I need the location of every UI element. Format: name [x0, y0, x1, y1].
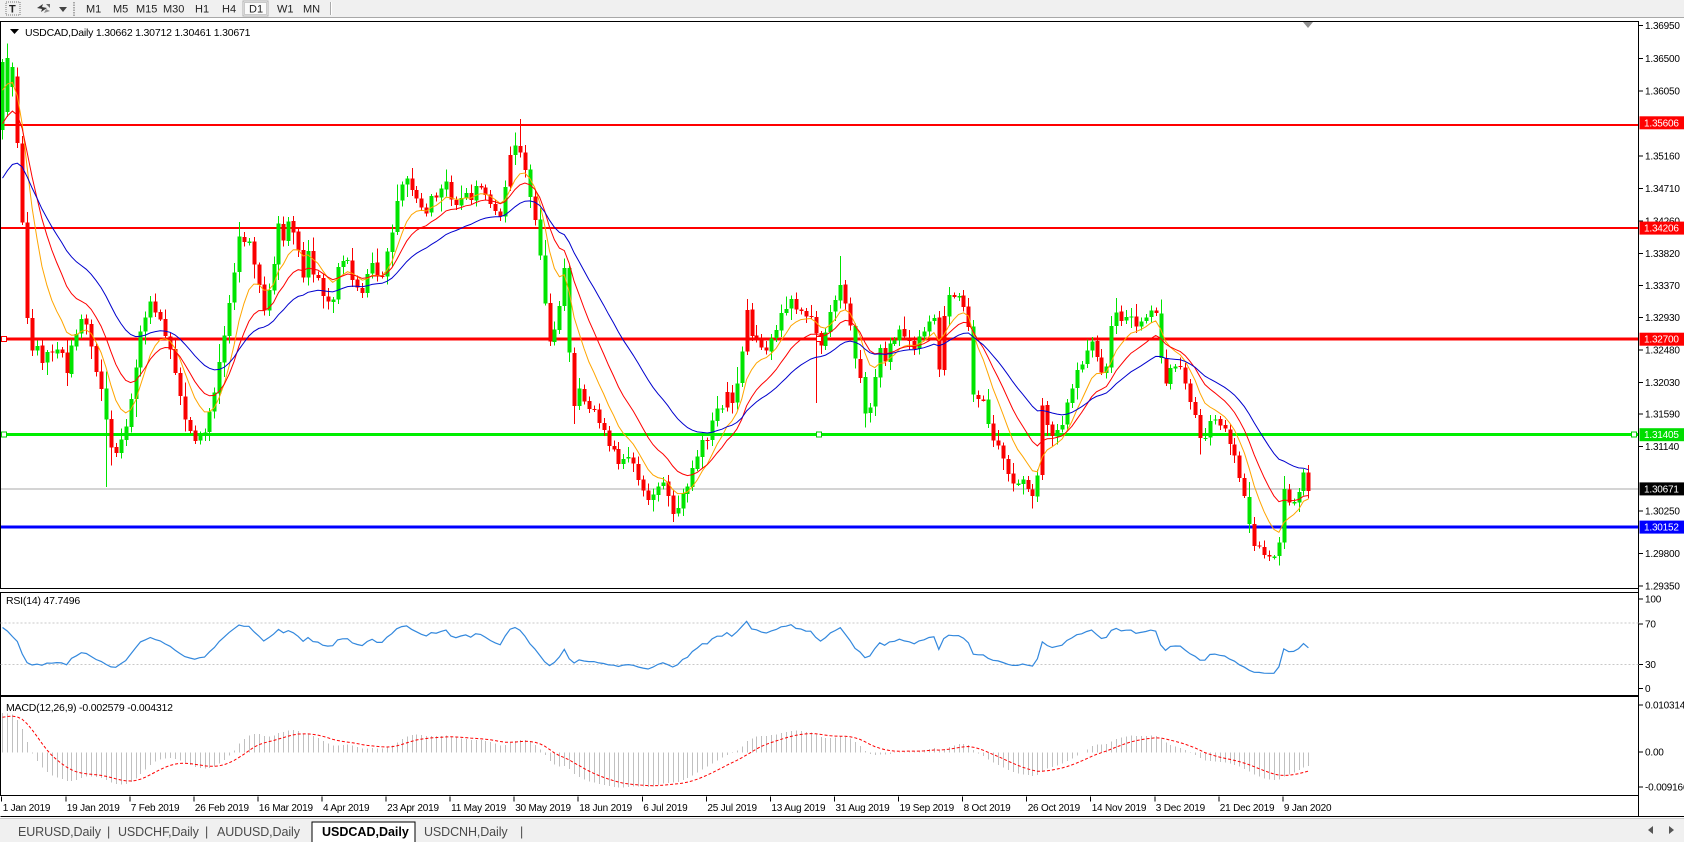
svg-text:26 Feb 2019: 26 Feb 2019	[195, 803, 250, 814]
svg-text:9 Jan 2020: 9 Jan 2020	[1284, 803, 1332, 814]
svg-text:1.35160: 1.35160	[1645, 151, 1680, 162]
svg-text:23 Apr 2019: 23 Apr 2019	[387, 803, 439, 814]
svg-text:RSI(14) 47.7496: RSI(14) 47.7496	[6, 595, 80, 607]
svg-text:70: 70	[1645, 620, 1656, 631]
svg-text:EURUSD,Daily: EURUSD,Daily	[18, 825, 102, 839]
svg-text:6 Jul 2019: 6 Jul 2019	[643, 803, 688, 814]
svg-text:14 Nov 2019: 14 Nov 2019	[1092, 803, 1147, 814]
svg-text:13 Aug 2019: 13 Aug 2019	[771, 803, 826, 814]
svg-text:7 Feb 2019: 7 Feb 2019	[131, 803, 180, 814]
svg-text:|: |	[205, 825, 208, 839]
svg-text:MACD(12,26,9) -0.002579 -0.004: MACD(12,26,9) -0.002579 -0.004312	[6, 702, 173, 714]
svg-text:D1: D1	[249, 4, 263, 16]
svg-text:1.32930: 1.32930	[1645, 313, 1680, 324]
svg-text:|: |	[107, 825, 110, 839]
svg-text:21 Dec 2019: 21 Dec 2019	[1220, 803, 1275, 814]
svg-text:1.36950: 1.36950	[1645, 21, 1680, 32]
svg-text:M5: M5	[113, 4, 128, 16]
svg-text:1.34710: 1.34710	[1645, 184, 1680, 195]
svg-text:19 Sep 2019: 19 Sep 2019	[900, 803, 955, 814]
svg-text:26 Oct 2019: 26 Oct 2019	[1028, 803, 1081, 814]
svg-text:0.010314: 0.010314	[1645, 701, 1684, 712]
svg-text:|: |	[520, 825, 523, 839]
svg-text:M1: M1	[86, 4, 101, 16]
svg-text:25 Jul 2019: 25 Jul 2019	[707, 803, 757, 814]
svg-text:1.33820: 1.33820	[1645, 249, 1680, 260]
svg-text:0: 0	[1645, 684, 1651, 695]
svg-text:USDCNH,Daily: USDCNH,Daily	[424, 825, 508, 839]
svg-text:1.34206: 1.34206	[1644, 224, 1679, 235]
svg-text:18 Jun 2019: 18 Jun 2019	[579, 803, 632, 814]
svg-text:1.30250: 1.30250	[1645, 506, 1680, 517]
svg-text:8 Oct 2019: 8 Oct 2019	[964, 803, 1012, 814]
svg-text:1.29800: 1.29800	[1645, 549, 1680, 560]
svg-text:11 May 2019: 11 May 2019	[451, 803, 507, 814]
svg-text:USDCHF,Daily: USDCHF,Daily	[118, 825, 200, 839]
svg-text:1.36050: 1.36050	[1645, 86, 1680, 97]
svg-text:31 Aug 2019: 31 Aug 2019	[836, 803, 891, 814]
svg-text:USDCAD,Daily: USDCAD,Daily	[322, 825, 409, 839]
svg-text:1.31590: 1.31590	[1645, 410, 1680, 421]
svg-text:0.00: 0.00	[1645, 748, 1664, 759]
svg-text:1 Jan 2019: 1 Jan 2019	[3, 803, 51, 814]
svg-text:1.36500: 1.36500	[1645, 54, 1680, 65]
svg-text:3 Dec 2019: 3 Dec 2019	[1156, 803, 1206, 814]
svg-text:T: T	[9, 4, 16, 16]
svg-text:H4: H4	[222, 4, 236, 16]
svg-text:AUDUSD,Daily: AUDUSD,Daily	[217, 825, 301, 839]
svg-text:W1: W1	[277, 4, 294, 16]
svg-text:M15: M15	[136, 4, 157, 16]
svg-text:1.32030: 1.32030	[1645, 378, 1680, 389]
svg-text:1.30152: 1.30152	[1644, 523, 1679, 534]
svg-text:1.30671: 1.30671	[1644, 484, 1679, 495]
svg-text:100: 100	[1645, 594, 1662, 605]
svg-text:1.32700: 1.32700	[1644, 335, 1679, 346]
svg-text:1.31405: 1.31405	[1644, 430, 1679, 441]
svg-text:1.31140: 1.31140	[1645, 442, 1680, 453]
svg-text:16 Mar 2019: 16 Mar 2019	[259, 803, 314, 814]
svg-text:1.35606: 1.35606	[1644, 118, 1679, 129]
svg-text:1.32480: 1.32480	[1645, 345, 1680, 356]
svg-text:1.29350: 1.29350	[1645, 581, 1680, 592]
svg-text:H1: H1	[195, 4, 209, 16]
svg-text:30 May 2019: 30 May 2019	[515, 803, 571, 814]
svg-text:19 Jan 2019: 19 Jan 2019	[67, 803, 120, 814]
svg-text:4 Apr 2019: 4 Apr 2019	[323, 803, 370, 814]
svg-text:30: 30	[1645, 660, 1656, 671]
svg-text:M30: M30	[163, 4, 184, 16]
svg-text:-0.009166: -0.009166	[1645, 783, 1684, 794]
svg-text:USDCAD,Daily 1.30662 1.30712: USDCAD,Daily 1.30662 1.30712 1.30461 1.3…	[25, 27, 251, 39]
svg-text:1.33370: 1.33370	[1645, 281, 1680, 292]
svg-text:MN: MN	[303, 4, 320, 16]
